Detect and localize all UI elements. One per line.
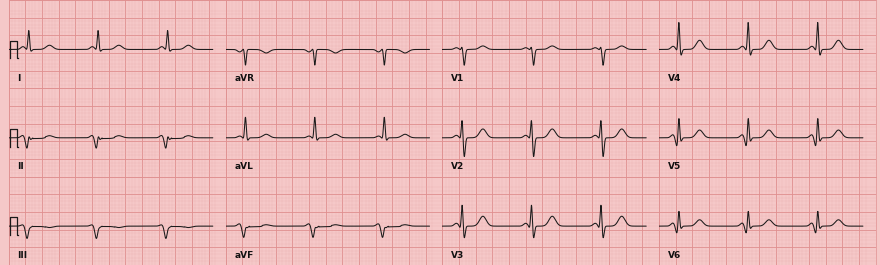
Text: aVR: aVR	[234, 74, 254, 83]
Text: V6: V6	[668, 251, 681, 260]
Text: V3: V3	[451, 251, 464, 260]
Text: I: I	[18, 74, 21, 83]
Text: V5: V5	[668, 162, 681, 171]
Text: II: II	[18, 162, 25, 171]
Text: V2: V2	[451, 162, 464, 171]
Text: aVF: aVF	[234, 251, 253, 260]
Text: aVL: aVL	[234, 162, 253, 171]
Text: V4: V4	[668, 74, 681, 83]
Text: V1: V1	[451, 74, 464, 83]
Text: III: III	[18, 251, 27, 260]
